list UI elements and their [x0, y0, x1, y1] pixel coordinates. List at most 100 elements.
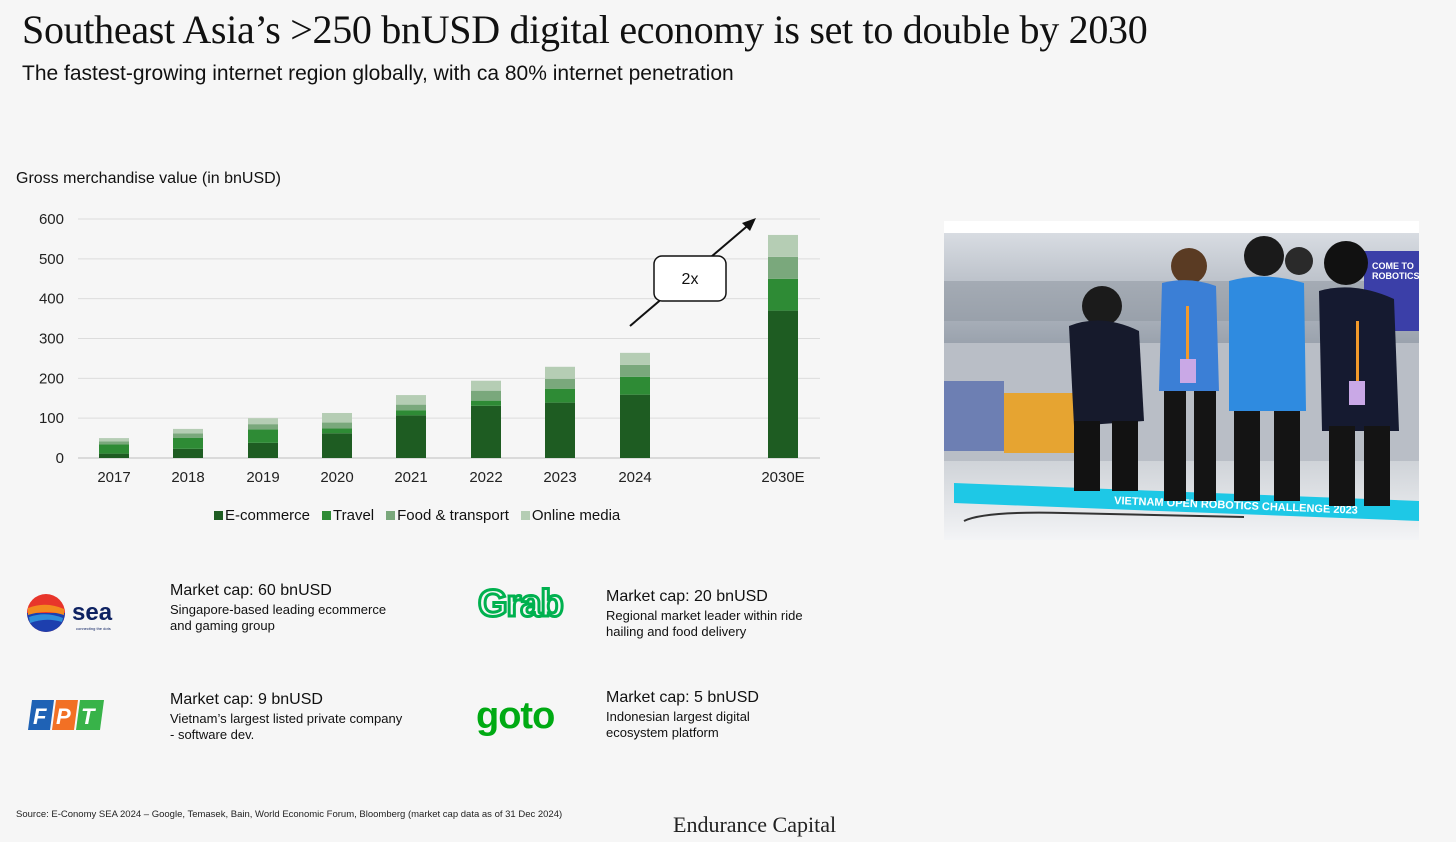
bar-segment	[768, 278, 798, 311]
bar-segment	[620, 394, 650, 458]
bar-segment	[396, 410, 426, 416]
bar-segment	[620, 352, 650, 365]
x-tick-label: 2030E	[761, 469, 804, 486]
fpt-logo-letter-t: T	[81, 704, 96, 729]
bar-segment	[545, 402, 575, 458]
company-description-line: and gaming group	[170, 618, 275, 633]
company-description-line: Vietnam’s largest listed private company	[170, 711, 403, 726]
legend-label: E-commerce	[225, 507, 311, 524]
bar-segment	[396, 415, 426, 458]
bar-segment	[471, 405, 501, 458]
legend-item-travel: Travel	[322, 507, 374, 524]
legend-label: Travel	[333, 507, 375, 524]
page-title: Southeast Asia’s >250 bnUSD digital econ…	[22, 7, 1148, 52]
growth-annotation-box	[653, 255, 727, 302]
company-description: Indonesian largest digital ecosystem pla…	[606, 709, 759, 741]
goto-logo: goto	[474, 695, 574, 749]
x-tick-label: 2020	[320, 469, 353, 486]
company-description: Vietnam’s largest listed private company…	[170, 711, 402, 743]
bar-segment	[322, 422, 352, 429]
bar-segment	[173, 433, 203, 438]
company-description: Singapore-based leading ecommerce and ga…	[170, 602, 386, 634]
y-tick-label: 0	[56, 450, 64, 467]
legend-swatch	[520, 511, 530, 520]
company-market-cap: Market cap: 20 bnUSD	[606, 588, 768, 605]
company-description-line: Singapore-based leading ecommerce	[170, 602, 387, 617]
photo-sign-line-2: ROBOTICS	[1372, 271, 1419, 281]
bar-segment	[620, 376, 650, 395]
bar-segment	[471, 380, 501, 391]
y-tick-label: 200	[39, 370, 64, 387]
robotics-challenge-photo: COME TO ROBOTICS VIETNAM OPEN ROBOTICS C…	[944, 221, 1419, 540]
y-tick-label: 100	[39, 410, 64, 427]
chart-legend: E-commerce Travel Food & transport Onlin…	[214, 507, 620, 524]
y-tick-label: 500	[39, 251, 64, 268]
gmv-bar-chart: 0 100 200 300 400 500 600 2017 2018 2019 2020 2021 2…	[39, 211, 820, 486]
sea-logo: sea connecting the dots	[26, 591, 126, 635]
bar-segment	[99, 453, 129, 458]
company-description-line: ecosystem platform	[606, 725, 719, 740]
bar-segment	[396, 395, 426, 405]
x-tick-label: 2019	[246, 469, 279, 486]
company-sea: Market cap: 60 bnUSD Singapore-based lea…	[170, 582, 386, 634]
x-tick-label: 2018	[171, 469, 204, 486]
bar-segment	[545, 366, 575, 379]
bar-segment	[322, 433, 352, 458]
photo-sign-line-1: COME TO	[1372, 261, 1414, 271]
legend-item-online-media: Online media	[520, 507, 621, 524]
bar-segment	[99, 441, 129, 445]
legend-label: Online media	[531, 507, 621, 524]
bar-segment	[545, 388, 575, 403]
company-description-line: hailing and food delivery	[606, 624, 747, 639]
bar-segment	[396, 404, 426, 411]
y-tick-label: 400	[39, 291, 64, 308]
bar-segment	[322, 412, 352, 423]
grab-logo-wordmark: Grab	[478, 583, 563, 624]
bar-segment	[768, 234, 798, 257]
bar-segment	[248, 418, 278, 425]
goto-logo-wordmark: goto	[476, 696, 554, 737]
fpt-logo-letter-p: P	[56, 704, 71, 729]
bar-segment	[620, 364, 650, 377]
x-tick-label: 2024	[618, 469, 651, 486]
company-grab: Market cap: 20 bnUSD Regional market lea…	[606, 588, 803, 640]
bar-segment	[322, 428, 352, 434]
y-axis-label: Gross merchandise value (in bnUSD)	[16, 170, 281, 187]
x-tick-label: 2022	[469, 469, 502, 486]
company-description: Regional market leader within ride haili…	[606, 608, 803, 640]
bar-segment	[248, 424, 278, 430]
bar-segment	[768, 310, 798, 458]
legend-swatch	[322, 511, 332, 520]
bar-segment	[173, 437, 203, 449]
company-goto: Market cap: 5 bnUSD Indonesian largest d…	[606, 689, 759, 741]
sea-logo-wordmark: sea	[72, 599, 113, 626]
bar-segment	[99, 444, 129, 454]
x-tick-label: 2021	[394, 469, 427, 486]
company-market-cap: Market cap: 9 bnUSD	[170, 691, 323, 708]
fpt-logo: F P T	[26, 696, 106, 739]
grab-logo: Grab	[476, 580, 580, 629]
page-subtitle: The fastest-growing internet region glob…	[22, 62, 734, 85]
source-note: Source: E-Conomy SEA 2024 – Google, Tema…	[16, 809, 563, 820]
fpt-logo-letter-f: F	[33, 704, 47, 729]
y-tick-label: 300	[39, 331, 64, 348]
legend-item-food-transport: Food & transport	[386, 507, 509, 524]
company-fpt: Market cap: 9 bnUSD Vietnam’s largest li…	[170, 691, 402, 743]
bar-segment	[173, 428, 203, 434]
bar-segment	[471, 400, 501, 406]
bar-segment	[768, 256, 798, 279]
brand-footer: Endurance Capital	[673, 812, 837, 837]
bar-segment	[471, 390, 501, 401]
company-market-cap: Market cap: 60 bnUSD	[170, 582, 332, 599]
growth-arrow-head	[742, 218, 756, 231]
legend-label: Food & transport	[397, 507, 509, 524]
x-tick-label: 2023	[543, 469, 576, 486]
legend-swatch	[386, 511, 396, 520]
bar-segment	[545, 378, 575, 389]
legend-swatch	[214, 511, 223, 520]
company-description-line: Indonesian largest digital	[606, 709, 750, 724]
bar-segment	[99, 438, 129, 442]
legend-item-ecommerce: E-commerce	[214, 507, 310, 524]
company-description-line: Regional market leader within ride	[606, 608, 803, 623]
growth-annotation-label: 2x	[682, 271, 699, 288]
